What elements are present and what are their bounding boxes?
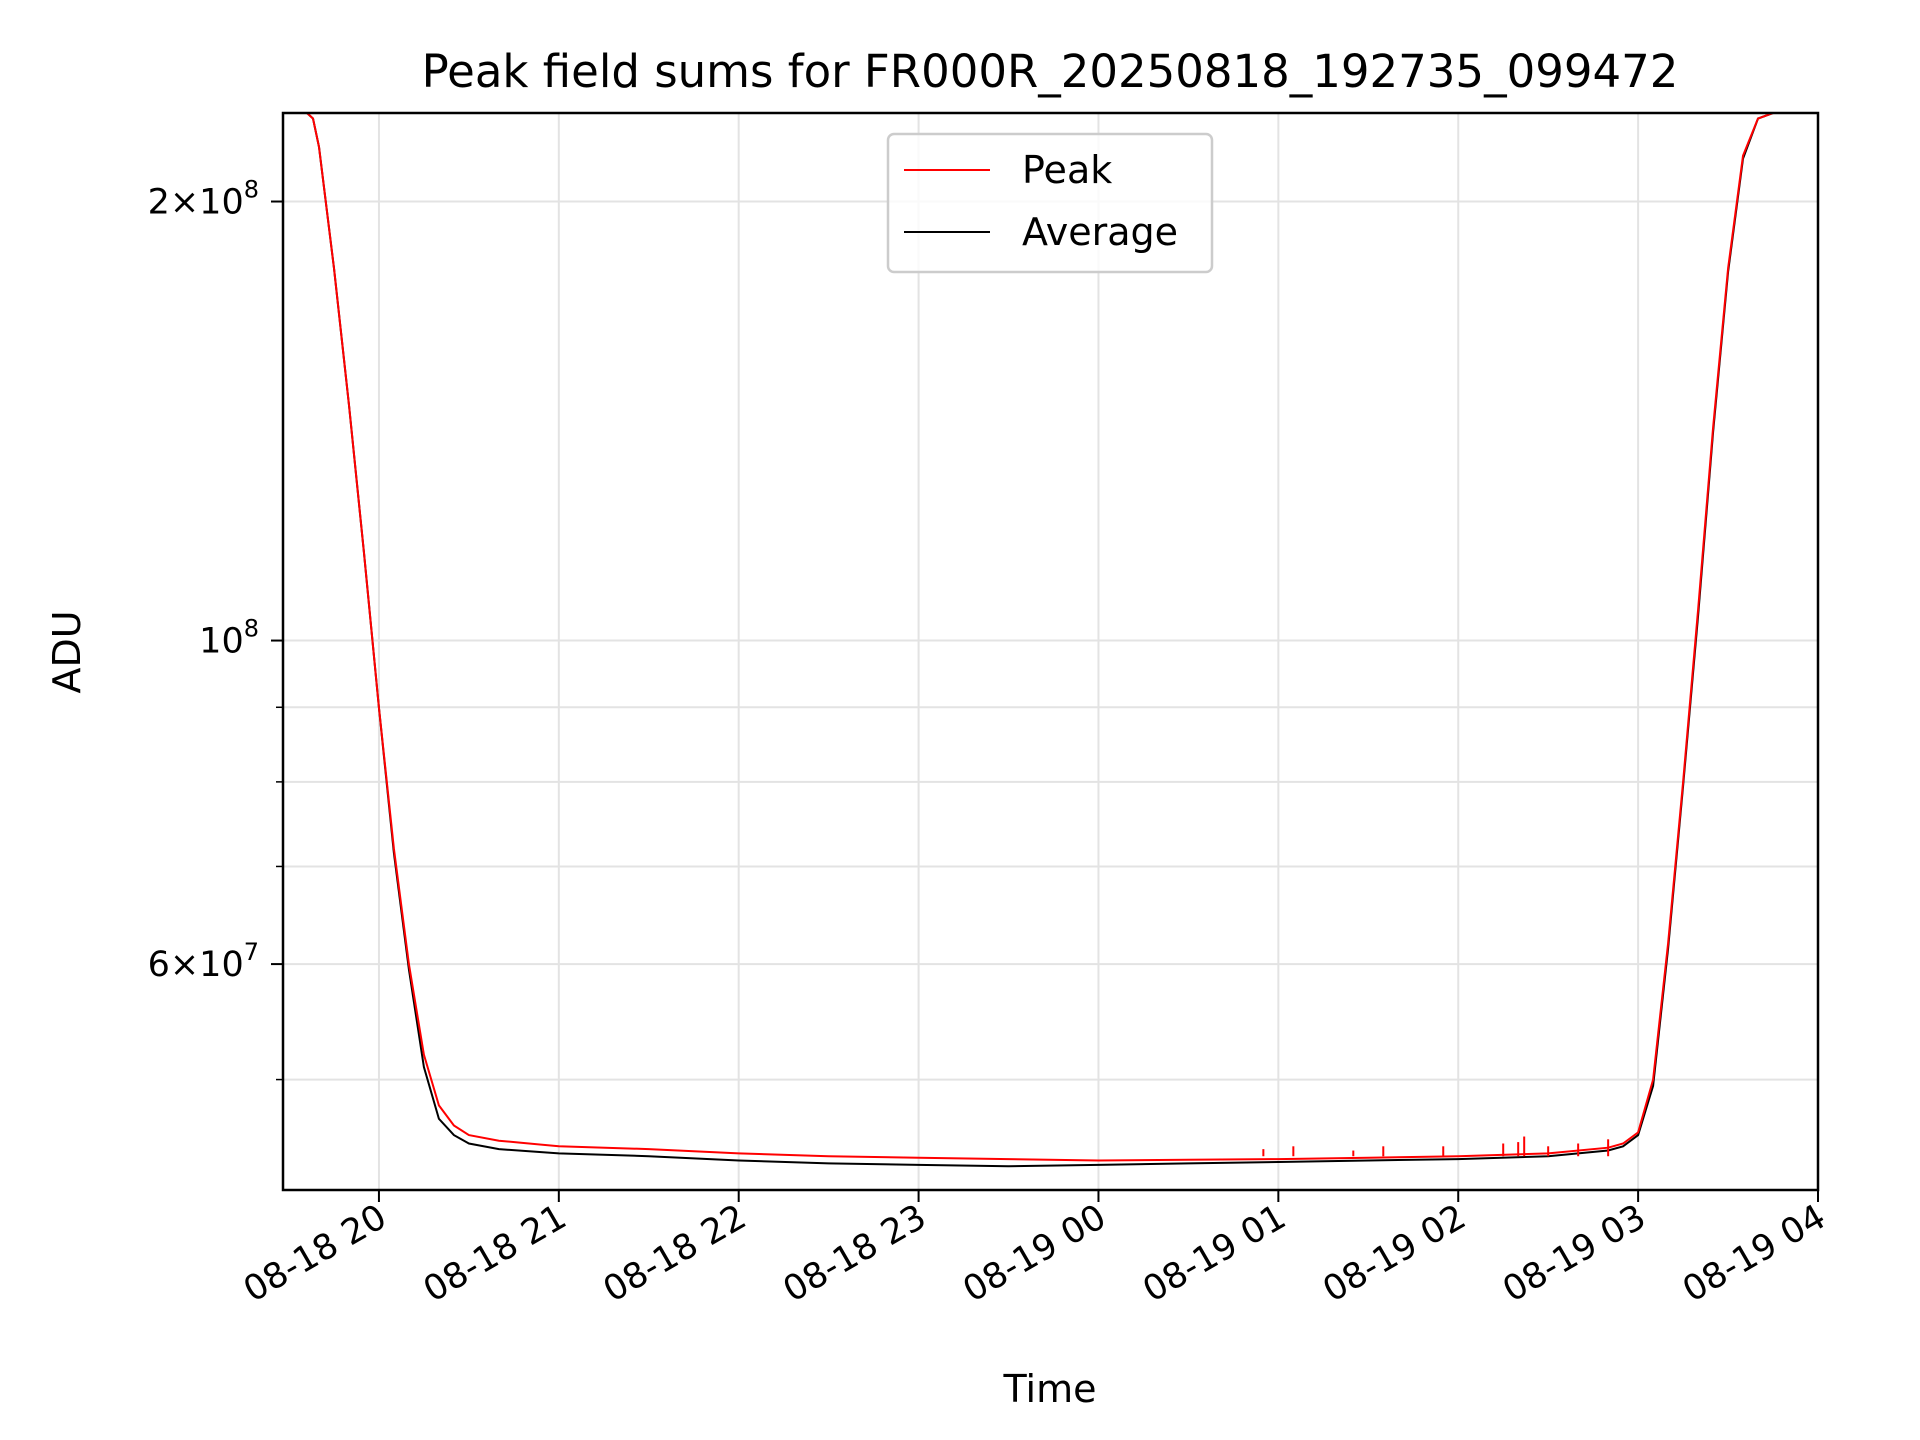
legend-label-peak: Peak	[1022, 148, 1112, 192]
legend-label-average: Average	[1022, 210, 1178, 254]
y-tick-label: 2×108	[148, 176, 259, 223]
y-tick-label: 108	[199, 615, 259, 662]
chart-title: Peak field sums for FR000R_20250818_1927…	[422, 45, 1679, 98]
y-tick-label: 6×107	[148, 938, 259, 985]
plot-frame	[281, 111, 1820, 1192]
legend-box	[886, 132, 1214, 274]
series-line-peak	[283, 113, 1803, 1162]
series-layer	[283, 113, 1803, 1168]
legend: Peak Average	[886, 132, 1214, 274]
x-axis-label: Time	[1003, 1367, 1097, 1411]
y-axis-label: ADU	[45, 610, 89, 693]
